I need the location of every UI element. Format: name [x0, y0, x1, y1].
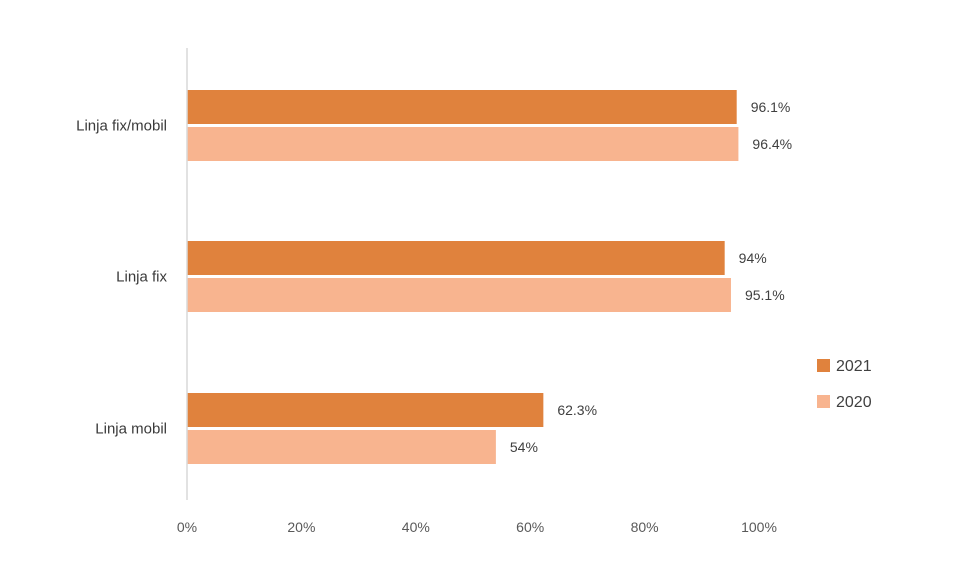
bar-2020-2: [187, 278, 731, 312]
x-tick-labels: 0% 20% 40% 60% 80% 100%: [177, 519, 777, 535]
category-labels: Linja fix/mobil Linja fix Linja mobil: [76, 118, 167, 438]
x-tick-label-6: 100%: [741, 519, 777, 535]
data-labels: 96.1% 96.4% 94% 95.1% 62.3% 54%: [510, 99, 792, 455]
x-tick-label-1: 0%: [177, 519, 197, 535]
legend-swatch-2021: [817, 359, 830, 372]
data-label-2020-3: 54%: [510, 439, 538, 455]
x-tick-label-5: 80%: [631, 519, 659, 535]
category-label-1: Linja fix/mobil: [76, 118, 167, 135]
legend-label-2021: 2021: [836, 358, 872, 375]
legend: 2021 2020: [817, 358, 872, 411]
category-label-2: Linja fix: [116, 269, 167, 286]
data-label-2020-1: 96.4%: [752, 136, 792, 152]
bars-group: [187, 90, 739, 464]
data-label-2020-2: 95.1%: [745, 287, 785, 303]
legend-label-2020: 2020: [836, 394, 872, 411]
data-label-2021-1: 96.1%: [751, 99, 791, 115]
x-tick-label-2: 20%: [287, 519, 315, 535]
bar-2020-3: [187, 430, 496, 464]
bar-2021-1: [187, 90, 737, 124]
x-tick-label-3: 40%: [402, 519, 430, 535]
data-label-2021-2: 94%: [739, 250, 767, 266]
x-tick-label-4: 60%: [516, 519, 544, 535]
data-label-2021-3: 62.3%: [557, 402, 597, 418]
bar-2021-2: [187, 241, 725, 275]
category-label-3: Linja mobil: [95, 421, 167, 438]
bar-2020-1: [187, 127, 739, 161]
bar-2021-3: [187, 393, 544, 427]
legend-swatch-2020: [817, 395, 830, 408]
